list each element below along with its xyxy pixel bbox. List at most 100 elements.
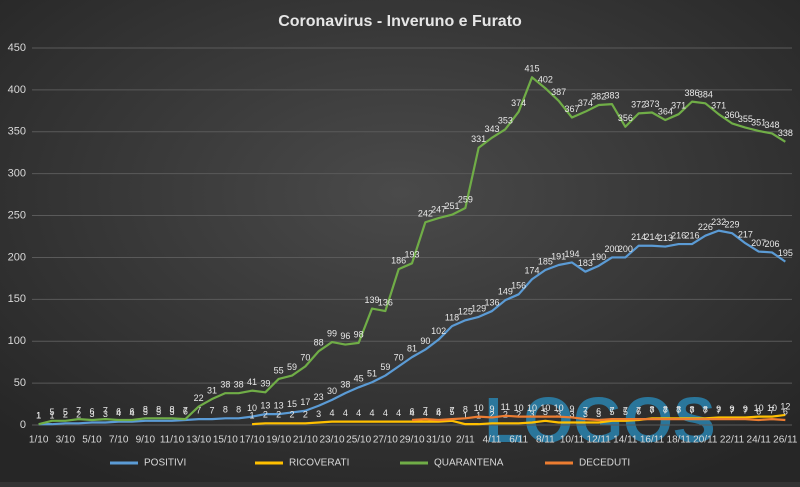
data-label: 360 xyxy=(724,110,739,120)
data-label: 38 xyxy=(234,380,244,390)
data-label: 9 xyxy=(489,404,494,414)
data-label: 38 xyxy=(340,380,350,390)
y-tick-label: 0 xyxy=(20,419,26,431)
data-label: 7 xyxy=(636,406,641,416)
data-label: 55 xyxy=(274,365,284,375)
data-label: 3 xyxy=(529,409,534,419)
series-line xyxy=(411,414,786,422)
y-tick-label: 100 xyxy=(8,335,26,347)
data-label: 226 xyxy=(698,222,713,232)
data-label: 384 xyxy=(698,90,713,100)
data-label: 4 xyxy=(369,408,374,418)
data-label: 206 xyxy=(764,239,779,249)
data-label: 4 xyxy=(329,408,334,418)
data-label: 1 xyxy=(49,411,54,421)
y-tick-label: 250 xyxy=(8,209,26,221)
data-label: 3 xyxy=(89,409,94,419)
data-label: 415 xyxy=(524,64,539,74)
data-label: 174 xyxy=(524,266,539,276)
data-label: 374 xyxy=(511,98,526,108)
data-label: 9 xyxy=(569,404,574,414)
data-label: 242 xyxy=(418,209,433,219)
data-label: 10 xyxy=(474,403,484,413)
x-tick-label: 24/11 xyxy=(747,435,772,446)
data-label: 355 xyxy=(738,114,753,124)
data-label: 59 xyxy=(380,362,390,372)
data-label: 5 xyxy=(609,407,614,417)
data-label: 51 xyxy=(367,369,377,379)
data-label: 216 xyxy=(684,230,699,240)
x-tick-label: 27/10 xyxy=(373,435,398,446)
data-label: 6 xyxy=(129,406,134,416)
x-tick-label: 20/11 xyxy=(693,435,718,446)
data-label: 1 xyxy=(249,411,254,421)
x-tick-label: 22/11 xyxy=(720,435,745,446)
data-label: 102 xyxy=(431,326,446,336)
y-tick-label: 400 xyxy=(8,84,26,96)
x-tick-label: 2/11 xyxy=(456,435,475,446)
data-label: 10 xyxy=(754,403,764,413)
data-label: 216 xyxy=(671,230,686,240)
data-label: 7 xyxy=(196,406,201,416)
data-label: 386 xyxy=(684,88,699,98)
data-label: 1 xyxy=(36,411,41,421)
data-label: 8 xyxy=(236,405,241,415)
data-label: 7 xyxy=(76,406,81,416)
data-label: 387 xyxy=(551,87,566,97)
data-label: 9 xyxy=(716,404,721,414)
data-label: 1 xyxy=(463,411,468,421)
data-label: 371 xyxy=(711,101,726,111)
data-label: 5 xyxy=(49,407,54,417)
data-label: 10 xyxy=(514,403,524,413)
data-label: 6 xyxy=(183,406,188,416)
x-tick-label: 11/10 xyxy=(160,435,185,446)
data-label: 200 xyxy=(604,244,619,254)
data-label: 22 xyxy=(194,393,204,403)
data-label: 217 xyxy=(738,230,753,240)
data-label: 7 xyxy=(623,406,628,416)
data-label: 6 xyxy=(436,406,441,416)
data-label: 7 xyxy=(183,406,188,416)
x-tick-label: 15/10 xyxy=(213,435,238,446)
y-tick-label: 300 xyxy=(8,168,26,180)
data-label: 8 xyxy=(156,405,161,415)
data-label: 12 xyxy=(780,401,790,411)
data-label: 6 xyxy=(756,406,761,416)
data-label: 125 xyxy=(458,307,473,317)
data-label: 7 xyxy=(703,406,708,416)
data-label: 2 xyxy=(289,410,294,420)
x-tick-label: 26/11 xyxy=(773,435,798,446)
data-label: 98 xyxy=(354,329,364,339)
data-label: 13 xyxy=(274,400,284,410)
data-label: 213 xyxy=(658,233,673,243)
data-label: 7 xyxy=(583,406,588,416)
data-label: 8 xyxy=(223,405,228,415)
data-label: 13 xyxy=(260,400,270,410)
y-tick-label: 50 xyxy=(14,377,26,389)
data-label: 183 xyxy=(578,258,593,268)
data-label: 7 xyxy=(449,406,454,416)
data-label: 70 xyxy=(394,353,404,363)
data-label: 3 xyxy=(596,409,601,419)
x-tick-label: 8/11 xyxy=(536,435,555,446)
data-label: 7 xyxy=(729,406,734,416)
data-label: 15 xyxy=(287,399,297,409)
data-label: 4 xyxy=(116,408,121,418)
data-label: 81 xyxy=(407,344,417,354)
x-tick-label: 3/10 xyxy=(56,435,76,446)
data-label: 367 xyxy=(564,104,579,114)
x-tick-label: 4/11 xyxy=(483,435,502,446)
data-label: 7 xyxy=(663,406,668,416)
data-label: 7 xyxy=(209,406,214,416)
data-label: 7 xyxy=(743,406,748,416)
data-label: 259 xyxy=(458,194,473,204)
data-label: 8 xyxy=(463,405,468,415)
x-tick-label: 18/11 xyxy=(667,435,692,446)
x-tick-label: 23/10 xyxy=(319,435,344,446)
data-label: 3 xyxy=(316,409,321,419)
data-label: 118 xyxy=(445,313,459,323)
legend-label: POSITIVI xyxy=(144,458,186,469)
data-label: 129 xyxy=(471,303,486,313)
data-label: 356 xyxy=(618,113,633,123)
data-label: 343 xyxy=(484,124,499,134)
